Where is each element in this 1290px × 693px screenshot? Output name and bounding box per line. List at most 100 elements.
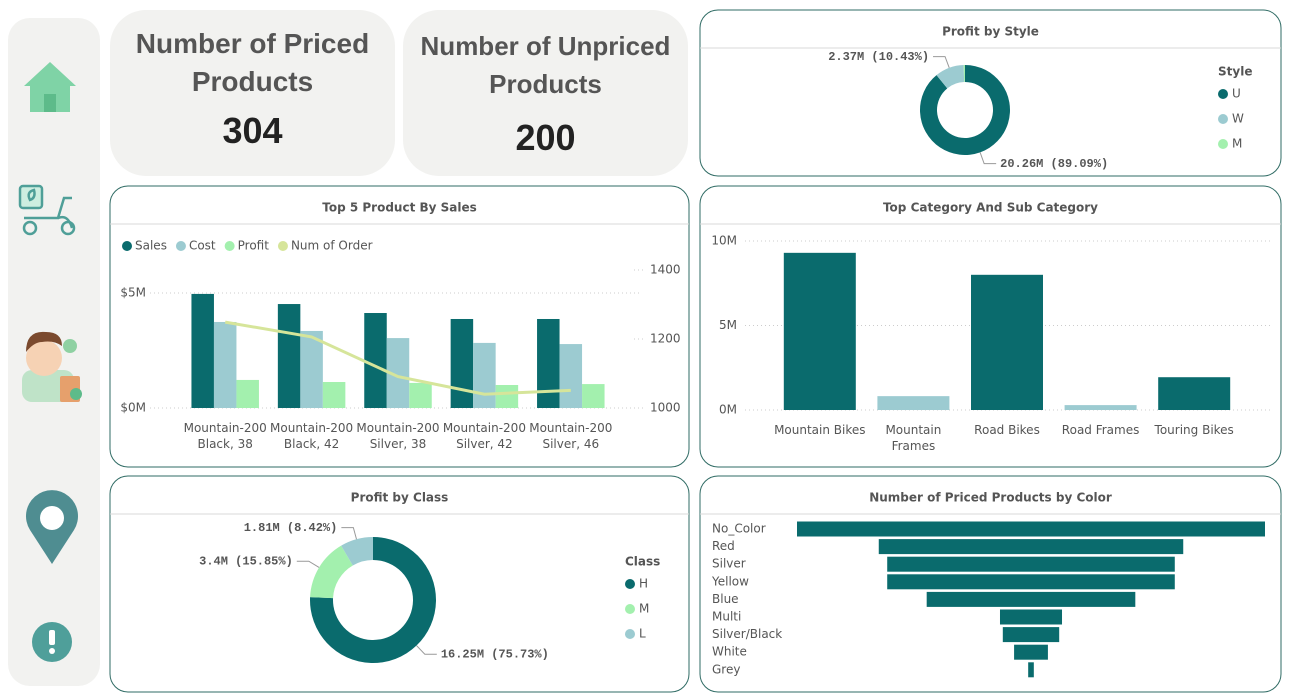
legend-marker (625, 604, 635, 614)
bar (783, 252, 856, 410)
donut-slice (310, 537, 436, 664)
y-tick-label: 5M (719, 318, 737, 332)
category-label: No_Color (712, 522, 766, 536)
bar (495, 385, 519, 408)
bar (537, 318, 560, 408)
legend-title: Style (1218, 65, 1252, 79)
legend-label: L (639, 627, 646, 641)
x-tick-label: Mountain-200 Black, 42 (270, 421, 354, 451)
kpi-value: 200 (515, 117, 576, 158)
legend-marker (175, 241, 186, 251)
bar (1158, 377, 1231, 410)
data-label: 3.4M (15.85%) (199, 554, 293, 568)
panel-title: Top Category And Sub Category (883, 201, 1098, 215)
x-tick-label: Mountain-200 Black, 38 (183, 421, 267, 451)
kpi-title: Number of Unpriced Products (420, 31, 671, 99)
bar (1064, 405, 1137, 410)
legend-label: Profit (238, 239, 270, 253)
panel (109, 475, 690, 693)
x-tick-label: Road Bikes (974, 423, 1040, 437)
leader-line (416, 645, 437, 655)
donut-slice (341, 537, 373, 566)
x-tick-label: Touring Bikes (1154, 423, 1234, 437)
donut-slice (310, 545, 353, 599)
category-label: Grey (712, 662, 740, 676)
kpi-card (403, 10, 688, 176)
x-tick-label: Road Frames (1061, 423, 1140, 437)
leader-line (933, 56, 950, 69)
x-tick-label: Mountain Bikes (774, 423, 866, 437)
bar (409, 382, 432, 408)
legend-marker (625, 579, 635, 589)
category-label: Silver (712, 557, 746, 571)
funnel-bar (1028, 662, 1034, 678)
x-tick-label: Mountain-200 Silver, 38 (356, 421, 440, 451)
legend-label: W (1232, 112, 1244, 126)
y-tick-label: 0M (719, 403, 737, 417)
panel-title: Top 5 Product By Sales (322, 201, 477, 215)
x-tick-label: Mountain-200 Silver, 42 (442, 421, 526, 451)
y-tick-label: $0M (120, 401, 146, 415)
y2-tick-label: 1000 (650, 401, 681, 415)
y-tick-label: 10M (711, 234, 737, 248)
legend-marker (1218, 114, 1228, 124)
legend-title: Class (625, 555, 660, 569)
bar (971, 274, 1043, 410)
category-label: White (712, 645, 747, 659)
legend-marker (1218, 89, 1228, 99)
finance-person-icon[interactable] (22, 331, 82, 402)
kpi-card (110, 10, 395, 176)
panel-title: Number of Priced Products by Color (869, 491, 1112, 505)
y-tick-label: $5M (120, 286, 146, 300)
leader-line (341, 527, 357, 540)
bar (322, 382, 346, 408)
legend-label: U (1232, 87, 1241, 101)
leader-line (979, 152, 997, 165)
data-label: 2.37M (10.43%) (828, 50, 929, 64)
kpi-title: Number of Priced Products (135, 28, 370, 97)
legend-label: H (639, 577, 648, 591)
donut-slice (936, 65, 965, 89)
line-series (224, 320, 571, 396)
home-icon[interactable] (24, 62, 76, 112)
legend-label: Sales (135, 239, 167, 253)
alert-icon[interactable] (32, 622, 72, 662)
legend-marker (122, 241, 132, 251)
y2-tick-label: 1400 (650, 263, 681, 277)
funnel-bar (926, 591, 1136, 607)
x-tick-label: Mountain Frames (885, 423, 942, 453)
bar (191, 293, 214, 408)
funnel-bar (887, 574, 1175, 590)
legend-marker (1218, 139, 1228, 149)
legend-marker (224, 241, 235, 251)
bar (559, 344, 583, 408)
location-icon[interactable] (26, 490, 79, 564)
data-label: 16.25M (75.73%) (441, 647, 549, 661)
bar (236, 379, 259, 408)
y2-tick-label: 1200 (650, 332, 681, 346)
panel-title: Profit by Style (942, 25, 1039, 39)
funnel-bar (999, 609, 1063, 625)
funnel-bar (878, 539, 1184, 555)
legend-marker (625, 629, 635, 639)
leader-line (296, 560, 320, 568)
panel-title: Profit by Class (351, 491, 449, 505)
kpi-value: 304 (222, 110, 283, 151)
bar (473, 342, 496, 408)
x-tick-label: Mountain-200 Silver, 46 (529, 421, 613, 451)
donut-slice (920, 65, 1011, 155)
bar (300, 330, 323, 408)
delivery-icon[interactable] (18, 184, 76, 236)
funnel-bar (797, 521, 1265, 537)
legend-label: Num of Order (291, 239, 373, 253)
legend-marker (277, 241, 288, 251)
bar (386, 338, 410, 408)
legend-label: M (1232, 137, 1242, 151)
category-label: Silver/Black (712, 627, 782, 641)
bar (277, 304, 301, 408)
category-label: Red (712, 539, 735, 553)
funnel-bar (1002, 627, 1060, 643)
bar (213, 321, 237, 408)
